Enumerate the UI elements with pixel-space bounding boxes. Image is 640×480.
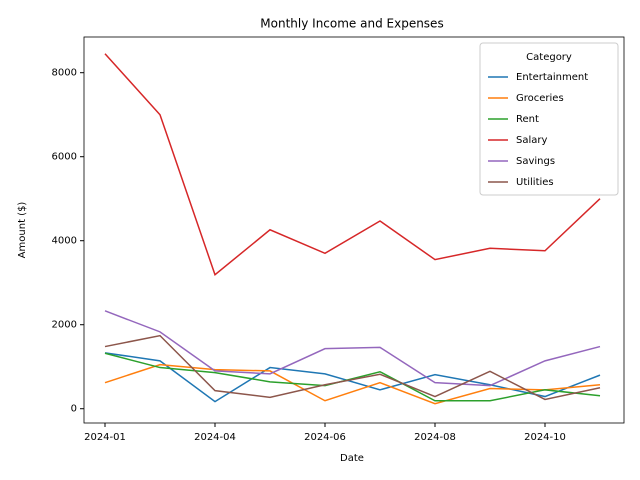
legend-label: Rent xyxy=(516,114,539,125)
y-tick-label: 4000 xyxy=(52,236,77,247)
x-tick-label: 2024-08 xyxy=(414,432,456,443)
legend-box xyxy=(479,42,619,196)
legend-label: Entertainment xyxy=(516,72,588,83)
y-tick-label: 8000 xyxy=(52,68,77,79)
y-tick-label: 0 xyxy=(71,404,77,415)
line xyxy=(104,352,601,402)
line xyxy=(104,310,601,387)
x-tick-label: 2024-10 xyxy=(524,432,566,443)
chart-title: Monthly Income and Expenses xyxy=(260,17,443,31)
line xyxy=(104,53,601,276)
legend-title: Category xyxy=(526,52,572,63)
line xyxy=(104,352,601,403)
line xyxy=(104,334,601,401)
x-tick-label: 2024-06 xyxy=(304,432,346,443)
y-axis-label: Amount ($) xyxy=(17,202,28,259)
x-axis-label: Date xyxy=(340,453,364,464)
legend-label: Savings xyxy=(516,156,555,167)
legend-label: Groceries xyxy=(516,93,564,104)
plot-area xyxy=(83,36,625,424)
y-tick-label: 6000 xyxy=(52,152,77,163)
x-tick-label: 2024-04 xyxy=(194,432,236,443)
y-tick-label: 2000 xyxy=(52,320,77,331)
x-tick-label: 2024-01 xyxy=(84,432,126,443)
line xyxy=(104,363,601,405)
legend-label: Utilities xyxy=(516,177,554,188)
legend-label: Salary xyxy=(516,135,547,146)
